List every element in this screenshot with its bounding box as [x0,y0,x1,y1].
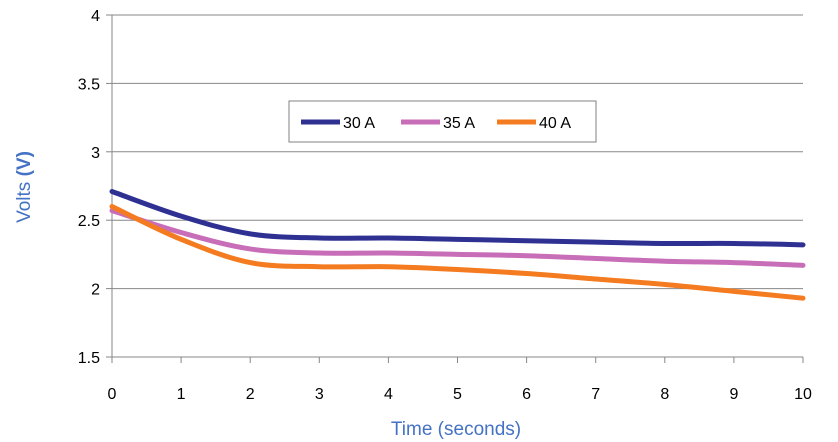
x-tick-label: 1 [177,386,186,403]
legend-items: 30 A 35 A 40 A [301,115,571,132]
x-tick-label: 9 [729,386,738,403]
x-tick-label: 7 [591,386,600,403]
legend-box [288,100,597,143]
tick-labels: 1.5 2 2.5 3 3.5 4 0 1 2 3 4 5 6 7 8 9 10 [78,8,812,403]
x-tick-label: 0 [108,386,117,403]
gridlines [112,14,803,358]
series-lines [109,188,806,301]
legend: 30 A 35 A 40 A [288,100,597,143]
series-line-2 [109,208,806,268]
x-tick-label: 10 [794,386,812,403]
series-line-3 [109,204,806,301]
legend-label: 35 A [443,115,475,132]
legend-label: 30 A [343,115,375,132]
x-tick-label: 4 [384,386,393,403]
y-tick-label: 2 [91,282,100,299]
y-axis-title-text: Volts [14,176,35,222]
y-tick-label: 1.5 [78,350,100,367]
x-tick-label: 3 [315,386,324,403]
y-tick-label: 2.5 [78,213,100,230]
y-axis-title-unit: (V) [14,151,35,176]
y-tick-label: 3 [91,145,100,162]
y-tick-label: 4 [91,8,100,25]
x-tick-label: 6 [522,386,531,403]
x-axis-title: Time (seconds) [391,419,521,440]
x-tick-label: 5 [453,386,462,403]
legend-label: 40 A [539,115,571,132]
y-tick-label: 3.5 [78,76,100,93]
axes [106,14,804,363]
x-tick-label: 2 [246,386,255,403]
x-tick-label: 8 [660,386,669,403]
series-line-1 [109,188,806,248]
y-axis-title: Volts (V) [14,151,35,223]
